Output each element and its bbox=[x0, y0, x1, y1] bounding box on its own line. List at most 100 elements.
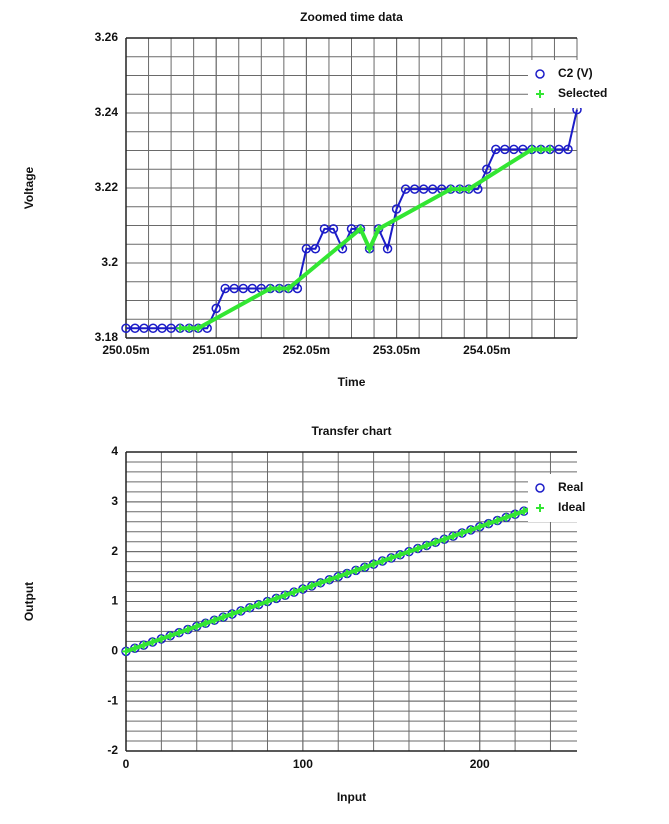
legend-label: Real bbox=[558, 480, 583, 494]
data-point bbox=[266, 284, 275, 293]
x-tick-label: 250.05m bbox=[102, 343, 149, 357]
data-point bbox=[254, 600, 263, 609]
data-point bbox=[121, 323, 131, 333]
data-point bbox=[166, 323, 176, 333]
data-point bbox=[400, 184, 411, 194]
data-point bbox=[316, 578, 325, 587]
y-axis-label: Output bbox=[22, 582, 36, 621]
y-tick-label: 1 bbox=[111, 594, 118, 608]
data-point bbox=[493, 516, 502, 525]
data-point bbox=[211, 303, 221, 314]
x-tick-label: 254.05m bbox=[463, 343, 510, 357]
data-point bbox=[228, 609, 237, 618]
x-tick-label: 251.05m bbox=[193, 343, 240, 357]
data-point bbox=[292, 283, 303, 294]
y-tick-label: 3.22 bbox=[95, 180, 119, 194]
data-point bbox=[446, 185, 455, 194]
data-point bbox=[229, 283, 239, 294]
legend-label: Ideal bbox=[558, 500, 585, 514]
data-point bbox=[290, 588, 299, 597]
data-point bbox=[298, 585, 307, 594]
data-point bbox=[360, 563, 369, 572]
data-point bbox=[409, 184, 420, 194]
y-tick-label: 4 bbox=[111, 444, 118, 458]
data-point bbox=[122, 647, 130, 656]
data-point bbox=[328, 224, 339, 234]
x-tick-label: 0 bbox=[123, 757, 130, 771]
data-point bbox=[148, 323, 158, 333]
y-tick-label: 3.26 bbox=[95, 30, 119, 44]
y-tick-label: 3.18 bbox=[95, 330, 119, 344]
chart-title: Transfer chart bbox=[311, 424, 391, 438]
data-point bbox=[301, 244, 312, 254]
data-point bbox=[139, 641, 148, 650]
data-point bbox=[307, 581, 316, 590]
data-point bbox=[210, 616, 219, 625]
data-point bbox=[475, 522, 484, 531]
data-point bbox=[351, 566, 360, 575]
legend-marker bbox=[535, 483, 545, 493]
data-point bbox=[387, 553, 396, 562]
data-point bbox=[263, 597, 272, 606]
data-point bbox=[455, 185, 464, 194]
data-point bbox=[130, 644, 139, 653]
data-point bbox=[464, 185, 473, 194]
y-tick-label: -2 bbox=[107, 743, 118, 757]
data-point bbox=[511, 510, 520, 519]
y-tick-label: 3 bbox=[111, 494, 118, 508]
data-point bbox=[413, 544, 422, 553]
series-line bbox=[125, 490, 578, 654]
data-point bbox=[374, 224, 383, 233]
data-point bbox=[431, 538, 440, 547]
data-point bbox=[272, 594, 281, 603]
data-point bbox=[236, 606, 245, 615]
x-tick-label: 253.05m bbox=[373, 343, 420, 357]
data-point bbox=[422, 541, 431, 550]
data-point bbox=[418, 184, 429, 194]
data-point bbox=[238, 283, 249, 294]
data-point bbox=[281, 591, 290, 600]
data-point bbox=[325, 575, 334, 584]
legend-label: C2 (V) bbox=[558, 66, 593, 80]
data-point bbox=[484, 519, 493, 528]
data-point bbox=[176, 324, 185, 333]
data-point bbox=[183, 625, 192, 634]
data-point bbox=[382, 244, 393, 254]
data-point bbox=[220, 283, 230, 294]
data-point bbox=[509, 144, 519, 155]
data-point bbox=[275, 284, 284, 293]
data-point bbox=[500, 144, 510, 155]
data-point bbox=[192, 622, 201, 631]
data-point bbox=[369, 560, 378, 569]
data-point bbox=[139, 323, 149, 333]
data-point bbox=[245, 603, 254, 612]
data-point bbox=[554, 144, 564, 155]
data-point bbox=[404, 547, 413, 556]
data-point bbox=[519, 507, 528, 516]
data-point bbox=[346, 224, 357, 234]
chart-title: Zoomed time data bbox=[300, 10, 403, 24]
legend-box bbox=[528, 60, 612, 108]
x-tick-label: 100 bbox=[293, 757, 313, 771]
data-point bbox=[201, 619, 210, 628]
y-tick-label: 0 bbox=[111, 644, 118, 658]
data-point bbox=[343, 569, 352, 578]
data-point bbox=[482, 164, 492, 174]
data-point bbox=[356, 224, 365, 233]
x-axis-label: Time bbox=[338, 375, 366, 389]
data-point bbox=[536, 145, 545, 154]
data-point bbox=[365, 244, 374, 253]
data-point bbox=[130, 323, 140, 333]
data-point bbox=[427, 184, 438, 194]
data-point bbox=[502, 513, 511, 522]
data-point bbox=[194, 324, 203, 333]
data-point bbox=[247, 283, 258, 294]
data-point bbox=[319, 224, 330, 234]
data-point bbox=[391, 204, 402, 214]
data-point bbox=[449, 532, 458, 541]
legend-box bbox=[528, 474, 612, 522]
legend-marker bbox=[535, 69, 545, 79]
data-point bbox=[491, 144, 501, 155]
